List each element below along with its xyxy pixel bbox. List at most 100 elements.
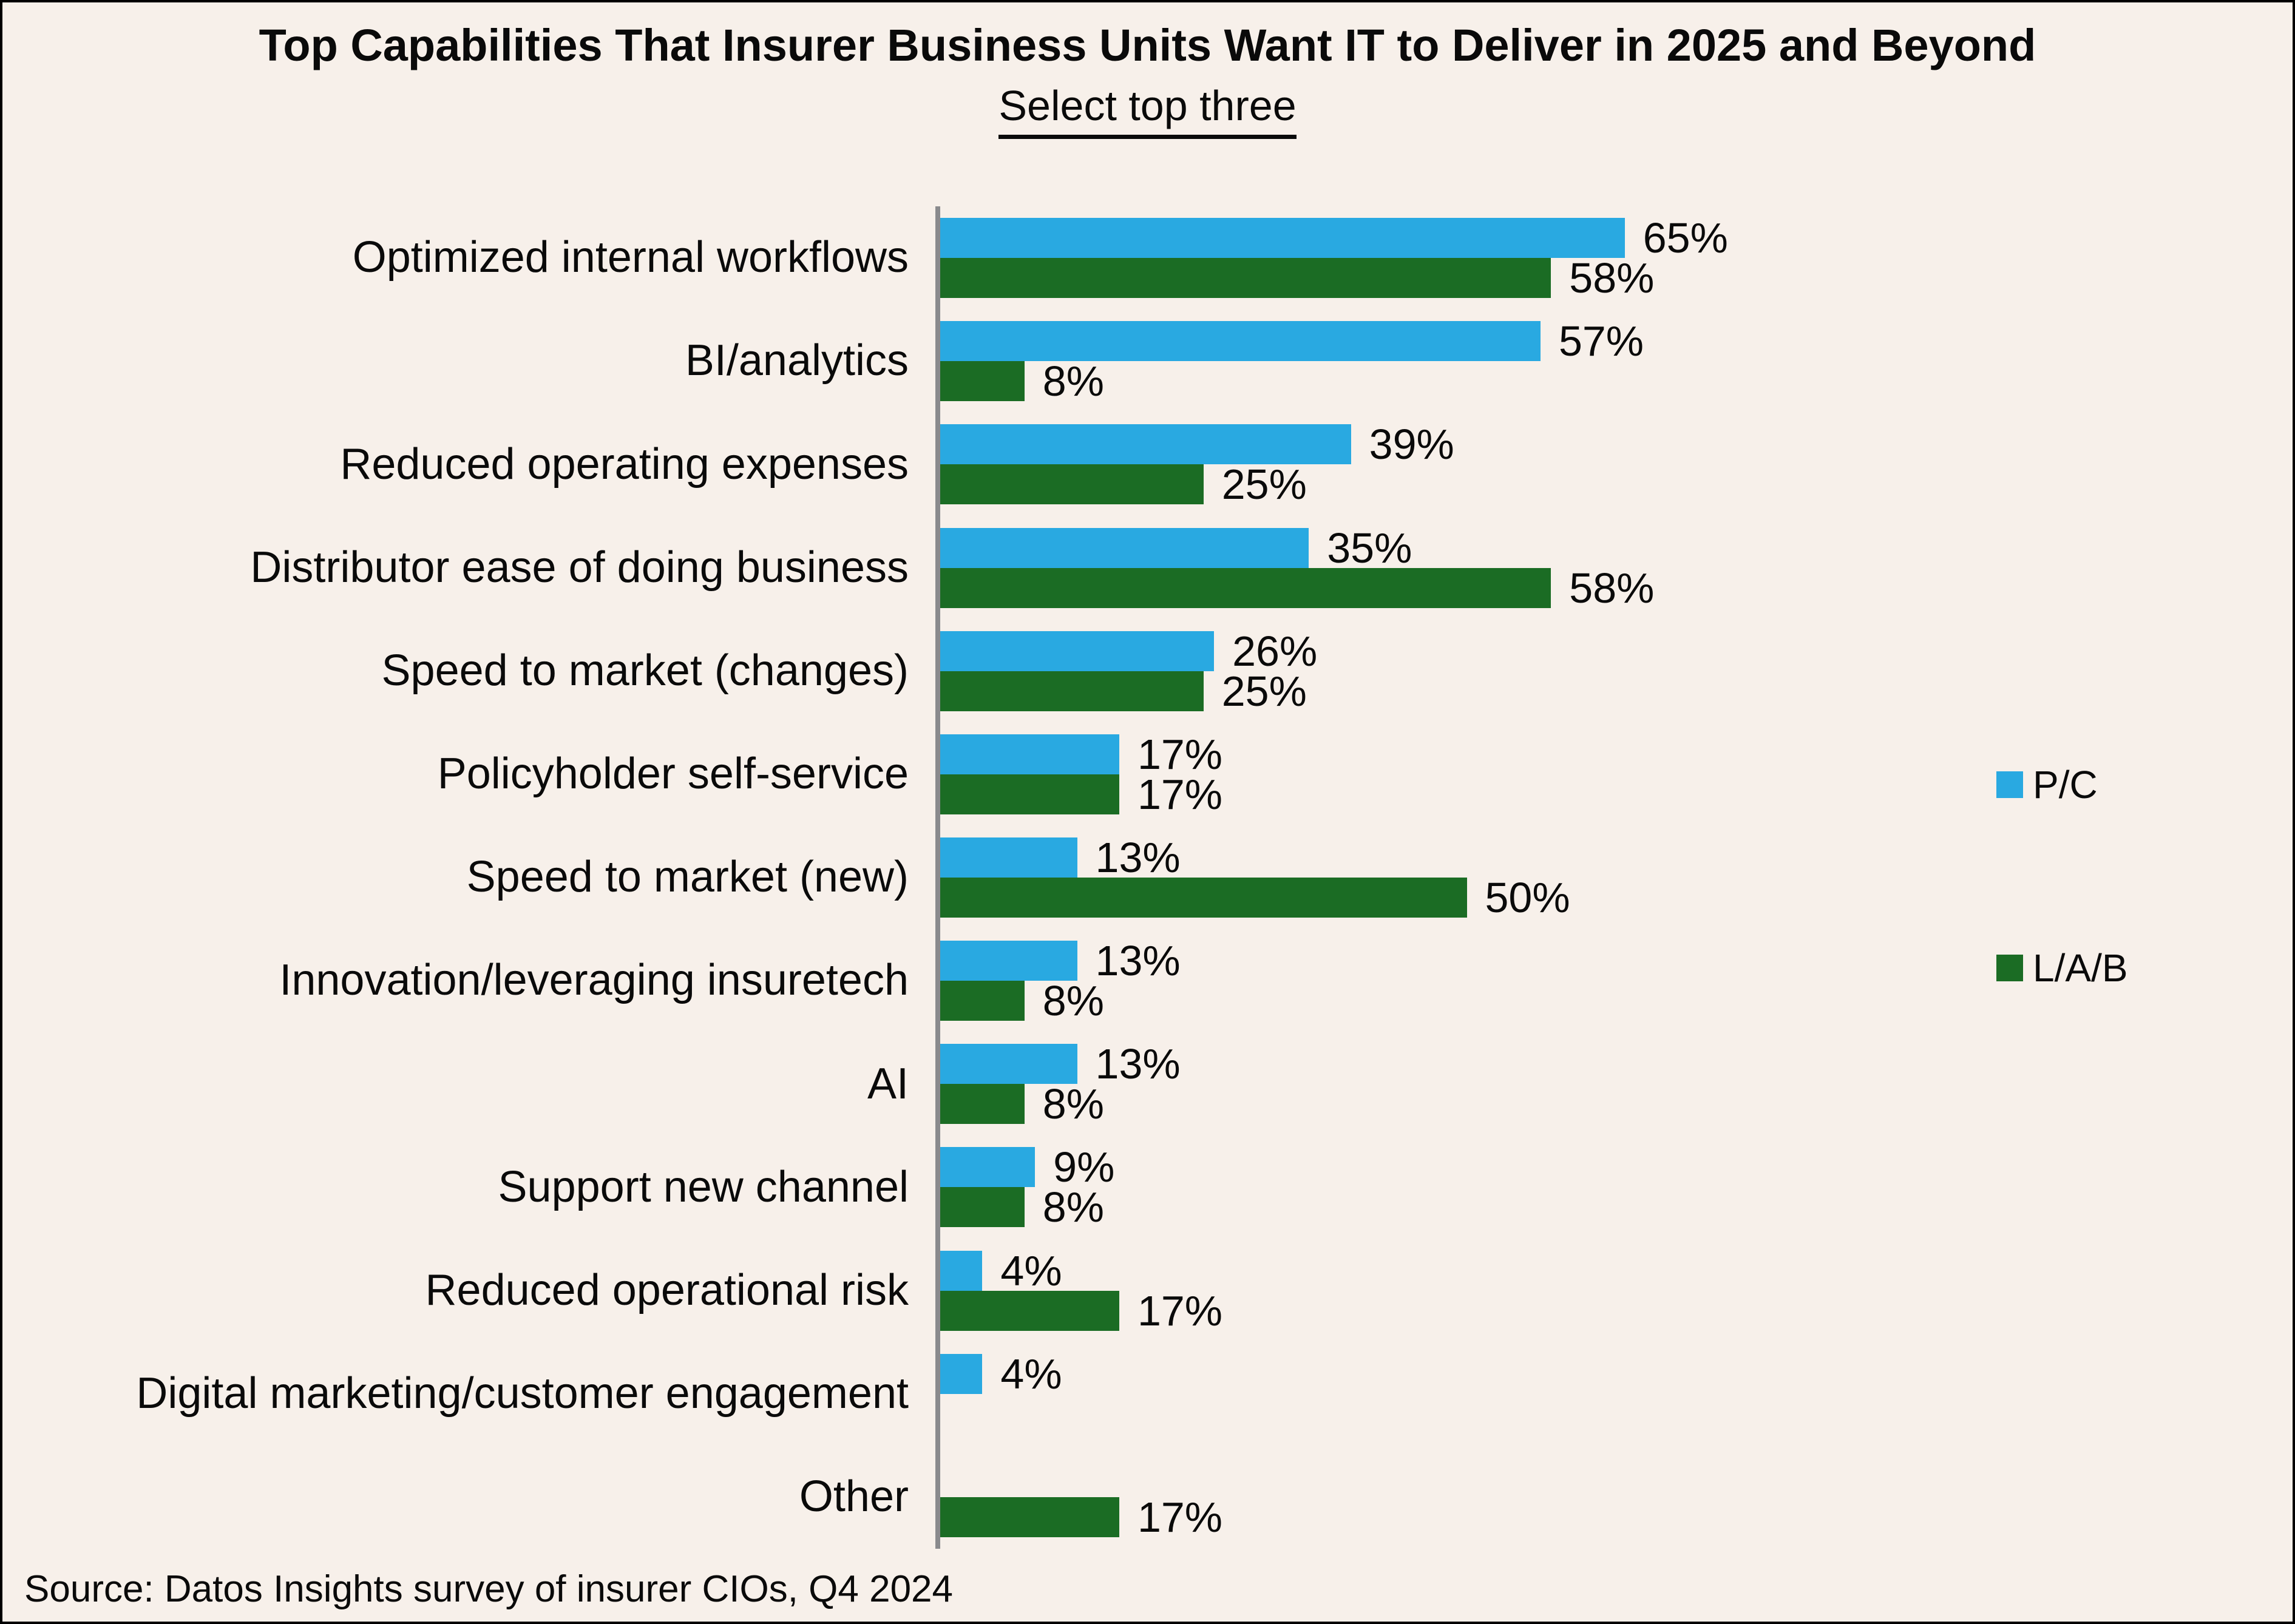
category-label: Speed to market (changes) [381,646,909,695]
bar-line: 25% [940,668,1987,715]
value-label: 26% [1232,627,1318,675]
bar-pc [940,631,1215,671]
bar-pc [940,1147,1036,1188]
bar-line: 9% [940,1143,1987,1191]
value-label: 8% [1042,977,1104,1025]
value-label: 39% [1369,421,1454,469]
y-axis-line [935,206,940,1549]
bar-group: 4% [940,1342,1987,1446]
category-label: Other [799,1472,909,1521]
bar-line: 13% [940,834,1987,881]
value-label: 25% [1221,667,1307,715]
bar-line: 17% [940,1287,1987,1335]
category-label: Distributor ease of doing business [250,543,909,592]
bar-group: 13% 8% [940,929,1987,1032]
bar-group: 13% 8% [940,1032,1987,1135]
value-label: 13% [1095,834,1181,882]
value-label: 13% [1095,937,1181,985]
category-row: Innovation/leveraging insuretech 13% 8% [27,929,1987,1032]
bar-line: 26% [940,628,1987,675]
bar-line [940,1457,1987,1497]
category-row: Speed to market (changes) 26% 25% [27,620,1987,723]
category-row: Support new channel 9% 8% [27,1135,1987,1239]
bar-line: 58% [940,254,1987,302]
value-label: 8% [1042,357,1104,405]
bar-pc [940,1044,1077,1084]
bar-line [940,1394,1987,1434]
bar-group: 57% 8% [940,310,1987,413]
category-row: AI 13% 8% [27,1032,1987,1135]
value-label: 57% [1558,317,1644,365]
bar-lab [940,1084,1025,1125]
bar-line: 8% [940,1183,1987,1231]
bar-group: 9% 8% [940,1135,1987,1239]
bar-lab [940,774,1119,814]
value-label: 4% [1000,1350,1062,1398]
value-label: 8% [1042,1183,1104,1231]
value-label: 58% [1569,564,1655,612]
legend-swatch-pc [1996,771,2023,798]
source-note: Source: Datos Insights survey of insurer… [24,1568,954,1610]
bar-lab [940,567,1551,608]
value-label: 17% [1137,1493,1223,1541]
bar-line: 58% [940,564,1987,612]
category-row: Optimized internal workflows 65% 58% [27,206,1987,310]
bar-group: 65% 58% [940,206,1987,310]
bar-line: 17% [940,1494,1987,1541]
bar-group: 13% 50% [940,826,1987,929]
value-label: 17% [1137,770,1223,818]
bar-line: 17% [940,771,1987,818]
bar-line: 35% [940,524,1987,572]
value-label: 13% [1095,1040,1181,1088]
legend-item-lab: L/A/B [1996,946,2128,990]
bar-line: 39% [940,421,1987,468]
bar-line: 8% [940,357,1987,405]
bar-line: 4% [940,1350,1987,1398]
bar-lab [940,1187,1025,1228]
category-row: Reduced operating expenses 39% 25% [27,413,1987,516]
bar-line: 57% [940,317,1987,365]
category-label: Reduced operating expenses [340,439,909,489]
category-label: Digital marketing/customer engagement [136,1369,909,1418]
bar-lab [940,981,1025,1021]
bar-line: 4% [940,1247,1987,1294]
legend: P/C L/A/B [1996,762,2128,990]
value-label: 4% [1000,1247,1062,1294]
category-label: Policyholder self-service [437,749,909,799]
bar-rows: Optimized internal workflows 65% 58% BI/ana… [27,206,1987,1549]
bar-lab [940,878,1467,918]
bar-pc [940,321,1541,362]
value-label: 35% [1327,524,1412,572]
category-label: Speed to market (new) [466,853,909,902]
value-label: 65% [1642,214,1728,262]
bar-line: 13% [940,1040,1987,1088]
bar-line: 25% [940,461,1987,508]
bar-line: 8% [940,977,1987,1024]
bar-pc [940,527,1309,568]
bar-group: 39% 25% [940,413,1987,516]
bar-pc [940,424,1351,465]
bar-group: 4% 17% [940,1239,1987,1342]
category-row: Distributor ease of doing business 35% 58% [27,516,1987,619]
bar-line: 50% [940,874,1987,921]
legend-label-lab: L/A/B [2033,946,2128,990]
value-label: 8% [1042,1080,1104,1128]
bar-lab [940,464,1204,505]
bar-line: 13% [940,937,1987,984]
category-label: AI [867,1059,909,1108]
bar-group: 26% 25% [940,620,1987,723]
bar-line: 65% [940,214,1987,262]
value-label: 25% [1221,461,1307,509]
category-label: Innovation/leveraging insuretech [279,956,909,1005]
bar-pc [940,218,1625,259]
bar-pc [940,734,1119,774]
value-label: 58% [1569,254,1655,302]
value-label: 17% [1137,730,1223,778]
category-row: Speed to market (new) 13% 50% [27,826,1987,929]
category-label: Reduced operational risk [425,1265,909,1314]
bar-lab [940,671,1204,711]
bar-pc [940,1353,983,1394]
legend-item-pc: P/C [1996,762,2128,807]
category-label: Support new channel [498,1162,909,1211]
